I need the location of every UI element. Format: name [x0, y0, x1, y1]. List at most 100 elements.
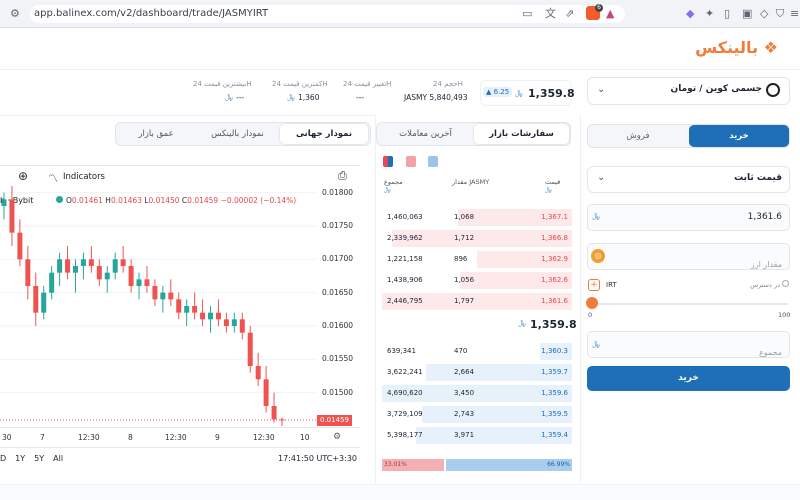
sell-order-row[interactable]: 1,367.1 1,068 1,460,063 [382, 209, 572, 226]
sidebar-icon[interactable]: ▯ [724, 7, 731, 20]
add-icon[interactable]: ⊕ [18, 169, 29, 183]
depth-bar [459, 272, 572, 289]
tab-trades[interactable]: آخرین معاملات [399, 129, 452, 139]
range-option[interactable]: All [53, 454, 64, 463]
candle-body [17, 232, 23, 260]
range-option[interactable]: 5Y [34, 454, 45, 463]
toman-icon: ﷼ [225, 93, 233, 101]
candle-body [120, 259, 126, 266]
candle-body [112, 259, 118, 273]
chart-clock: 17:41:50 UTC+3:30 [278, 454, 357, 463]
buy-order-row[interactable]: 1,359.7 2,664 3,622,241 [382, 364, 572, 381]
tab-market-depth[interactable]: عمق بازار [138, 129, 174, 139]
candle-body [49, 272, 55, 293]
x-axis-tick: 10 [300, 433, 310, 442]
toman-icon: ﷼ [545, 186, 552, 193]
last-price-tag: 0.01459 [317, 415, 352, 426]
sell-order-row[interactable]: 1,366.8 1,712 2,339,962 [382, 230, 572, 247]
rewards-icon[interactable]: ▲ [606, 7, 615, 20]
translate-icon[interactable]: 文 [545, 7, 556, 20]
candle-body [208, 312, 214, 320]
extensions-icon[interactable]: ✦ [705, 7, 715, 20]
book-view-buy-icon[interactable] [428, 156, 438, 167]
range-option[interactable]: D [0, 454, 7, 463]
x-axis-tick: 9 [215, 433, 220, 442]
price-input[interactable] [587, 204, 790, 231]
bottom-strip [0, 484, 800, 500]
currency-toggle[interactable]: IRT [606, 281, 617, 289]
toman-icon: ﷼ [518, 319, 526, 327]
amount-slider-handle[interactable] [586, 297, 598, 309]
order-type-select[interactable] [587, 166, 790, 193]
book-view-sell-icon[interactable] [406, 156, 416, 167]
buy-order-row[interactable]: 1,359.4 3,971 5,398,177 [382, 427, 572, 444]
buy-order-row[interactable]: 1,359.5 2,743 3,729,109 [382, 406, 572, 423]
candle-body [200, 312, 206, 320]
order-price: 1,362.9 [541, 255, 568, 263]
y-axis-tick: 0.01800 [322, 187, 354, 197]
shield-icon[interactable]: ⛉ [776, 7, 785, 20]
ohlc-high: 0.01463 [110, 196, 142, 205]
candle-body [176, 299, 182, 313]
balinex-logo[interactable]: بالینکس ❖ [695, 38, 778, 57]
buy-order-row[interactable]: 1,360.3 470 639,341 [382, 343, 572, 360]
order-price: 1,359.7 [541, 368, 568, 376]
indicators-button[interactable]: Indicators [63, 172, 105, 182]
chart-settings-icon[interactable]: ⚙ [333, 432, 342, 442]
site-info-icon[interactable]: ⚙ [10, 7, 20, 20]
order-price: 1,359.4 [541, 431, 568, 439]
sell-order-row[interactable]: 1,361.6 1,797 2,446,795 [382, 293, 572, 310]
menu-icon[interactable]: ≡ [790, 7, 800, 20]
time-axis-line [0, 427, 360, 428]
vpn-icon[interactable]: ◇ [760, 7, 769, 20]
range-option[interactable]: 1Y [15, 454, 26, 463]
x-axis-tick: 30 [2, 433, 12, 442]
sell-order-row[interactable]: 1,362.9 896 1,221,158 [382, 251, 572, 268]
market-open-dot [56, 196, 63, 203]
wallet-icon[interactable]: ▣ [742, 7, 753, 20]
y-axis-tick: 0.01500 [322, 387, 354, 397]
depth-bar [416, 427, 572, 444]
logo-icon: ❖ [763, 38, 778, 57]
volume-value: JASMY 5,840,493 [404, 93, 468, 102]
change-pct: 6.25 [493, 88, 510, 96]
tab-buy[interactable]: خرید [689, 125, 789, 147]
order-amount: 3,450 [454, 389, 475, 397]
plus-icon[interactable]: + [588, 279, 600, 291]
ratio-sell-fill [382, 459, 444, 471]
buy-order-row[interactable]: 1,359.6 3,450 4,690,620 [382, 385, 572, 402]
cast-icon[interactable]: ▭ [522, 7, 533, 20]
candlestick-chart[interactable] [0, 186, 316, 426]
tab-global-chart[interactable]: نمودار جهانی [280, 124, 368, 144]
tab-sell[interactable]: فروش [626, 131, 650, 141]
order-total: 4,690,620 [387, 389, 423, 397]
book-view-both-icon[interactable] [383, 156, 393, 167]
total-input[interactable] [587, 331, 790, 358]
indicators-icon[interactable]: 〽 [48, 174, 58, 185]
candle-body [128, 266, 134, 286]
leo-icon[interactable]: ◆ [686, 7, 695, 20]
order-total: 1,221,158 [387, 255, 423, 263]
high-label: بیشترین قیمت 24H [193, 80, 252, 88]
pair-selector[interactable] [587, 77, 790, 105]
tab-balinex-chart[interactable]: نمودار بالینکس [211, 129, 264, 139]
candle-body [104, 272, 110, 280]
ratio-bar: 33.01% 66.99% [382, 459, 572, 471]
address-bar[interactable]: app.balinex.com/v2/dashboard/trade/JASMY… [30, 5, 625, 23]
amount-slider-track[interactable] [592, 303, 788, 305]
toman-icon: ﷼ [287, 93, 295, 101]
camera-icon[interactable]: ⎙ [338, 169, 347, 182]
order-price: 1,367.1 [541, 213, 568, 221]
tab-orderbook[interactable]: سفارشات بازار [474, 124, 569, 144]
divider [0, 115, 375, 116]
chevron-down-icon: ⌄ [597, 84, 606, 95]
order-total: 1,438,906 [387, 276, 423, 284]
sell-order-row[interactable]: 1,362.6 1,056 1,438,906 [382, 272, 572, 289]
amount-input[interactable] [587, 243, 790, 270]
submit-buy-button[interactable]: خرید [587, 366, 790, 391]
candle-body [25, 259, 31, 286]
share-icon[interactable]: ⇗ [565, 7, 575, 20]
candle-body [160, 292, 166, 300]
jasmy-coin-icon [766, 83, 780, 97]
radio-icon[interactable] [782, 280, 789, 287]
